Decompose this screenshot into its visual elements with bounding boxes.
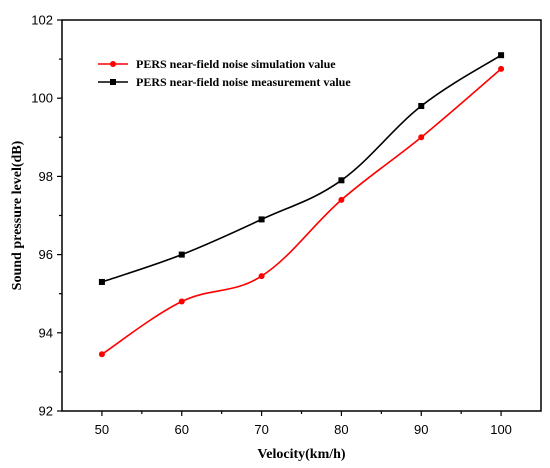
y-tick-label: 102: [31, 13, 53, 28]
series-line-0: [101, 68, 502, 355]
x-tick-label: 50: [95, 422, 109, 437]
x-tick-label: 60: [175, 422, 189, 437]
data-point-circle: [178, 298, 185, 305]
x-tick-label: 80: [334, 422, 348, 437]
data-point-square: [498, 52, 505, 59]
data-point-circle: [98, 351, 105, 358]
y-axis-title: Sound pressure level(dB): [10, 140, 25, 290]
data-point-square: [418, 103, 425, 110]
legend-label: PERS near-field noise simulation value: [136, 57, 336, 71]
legend-marker-circle: [110, 61, 116, 67]
data-point-square: [178, 251, 185, 258]
y-tick-label: 98: [39, 169, 53, 184]
legend-label: PERS near-field noise measurement value: [136, 75, 351, 89]
data-point-square: [338, 177, 345, 184]
series-line-1: [101, 54, 502, 283]
x-axis-title: Velocity(km/h): [257, 447, 345, 462]
data-point-square: [98, 278, 105, 285]
legend: PERS near-field noise simulation value PE…: [98, 57, 351, 89]
data-point-circle: [418, 134, 425, 141]
legend-marker-square: [110, 79, 116, 85]
ticks: 50 60 70 80 90 100 92 94 96 98 100 102: [31, 13, 512, 438]
series-group: [98, 52, 505, 358]
y-tick-label: 94: [39, 325, 53, 340]
y-tick-label: 100: [31, 91, 53, 106]
x-tick-label: 90: [414, 422, 428, 437]
x-tick-label: 100: [490, 422, 512, 437]
data-point-square: [258, 216, 265, 223]
x-tick-label: 70: [254, 422, 268, 437]
data-point-circle: [258, 273, 265, 280]
data-point-circle: [338, 196, 345, 203]
data-point-circle: [498, 65, 505, 72]
y-tick-label: 96: [39, 247, 53, 262]
y-tick-label: 92: [39, 404, 53, 419]
